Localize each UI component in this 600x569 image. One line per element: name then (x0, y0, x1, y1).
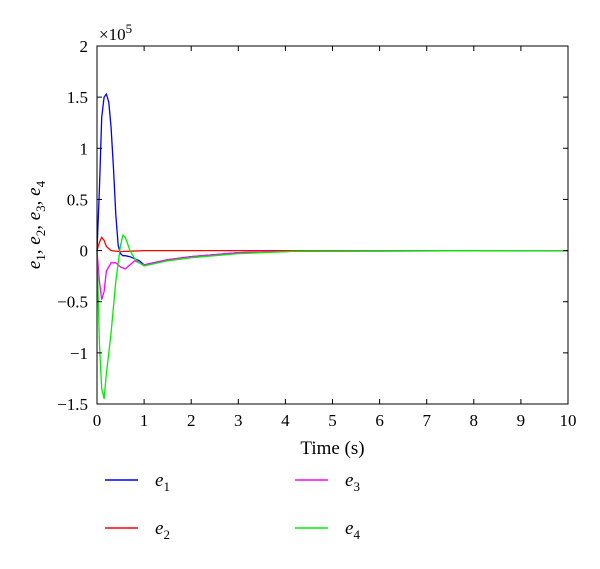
y-title-sub: 4 (33, 180, 48, 187)
y-tick-label: 0 (80, 242, 89, 261)
legend-label-e3: e3 (345, 470, 360, 494)
series-layer (96, 92, 569, 400)
y-tick-label: −1 (70, 344, 88, 363)
legend: e1 e2 e3 e4 (105, 470, 360, 542)
y-axis-title: e1, e2, e3, e4 (24, 180, 48, 269)
y-title-base: e (24, 212, 45, 220)
x-tick-label: 6 (375, 411, 384, 430)
legend-label-e1: e1 (155, 470, 170, 494)
legend-label-e2: e2 (155, 518, 170, 542)
y-tick-label: −0.5 (57, 293, 88, 312)
x-tick-label: 8 (470, 411, 479, 430)
x-tick-label: 1 (140, 411, 149, 430)
series-line-e1 (96, 92, 569, 266)
x-tick-label: 4 (281, 411, 290, 430)
x-tick-label: 7 (422, 411, 431, 430)
y-title-sep: , (24, 245, 45, 255)
y-title-sub: 3 (33, 205, 48, 212)
y-tick-label: −1.5 (57, 395, 88, 414)
y-title-sub: 2 (33, 230, 48, 237)
y-title-sep: , (24, 196, 45, 206)
y-title-base: e (24, 236, 45, 244)
y-axis-multiplier-exponent: 5 (126, 21, 133, 36)
legend-label-e4: e4 (345, 518, 360, 542)
plot-frame (96, 45, 569, 405)
y-axis-multiplier: ×105 (99, 21, 132, 44)
y-title-sub: 1 (33, 254, 48, 261)
x-tick-label: 10 (560, 411, 577, 430)
x-tick-label: 0 (93, 411, 102, 430)
y-tick-label: 2 (80, 37, 89, 56)
x-tick-label: 5 (328, 411, 337, 430)
series-line-e2 (96, 236, 568, 253)
y-title-sep: , (24, 220, 45, 230)
y-tick-label: 1.5 (67, 88, 88, 107)
y-title-base: e (24, 187, 45, 195)
x-axis-title: Time (s) (300, 438, 364, 459)
y-tick-label: 1 (80, 139, 89, 158)
y-title-base: e (24, 261, 45, 269)
series-line-e4 (96, 233, 569, 400)
ticks-layer: 0 1 2 3 4 5 6 7 8 9 10 −1.5 −1 −0.5 0 0.5 1 1.5 2 (57, 37, 576, 430)
y-tick-label: 0.5 (67, 190, 88, 209)
x-tick-label: 2 (187, 411, 196, 430)
series-line-e3 (96, 249, 569, 300)
x-tick-label: 3 (234, 411, 243, 430)
x-tick-label: 9 (517, 411, 526, 430)
